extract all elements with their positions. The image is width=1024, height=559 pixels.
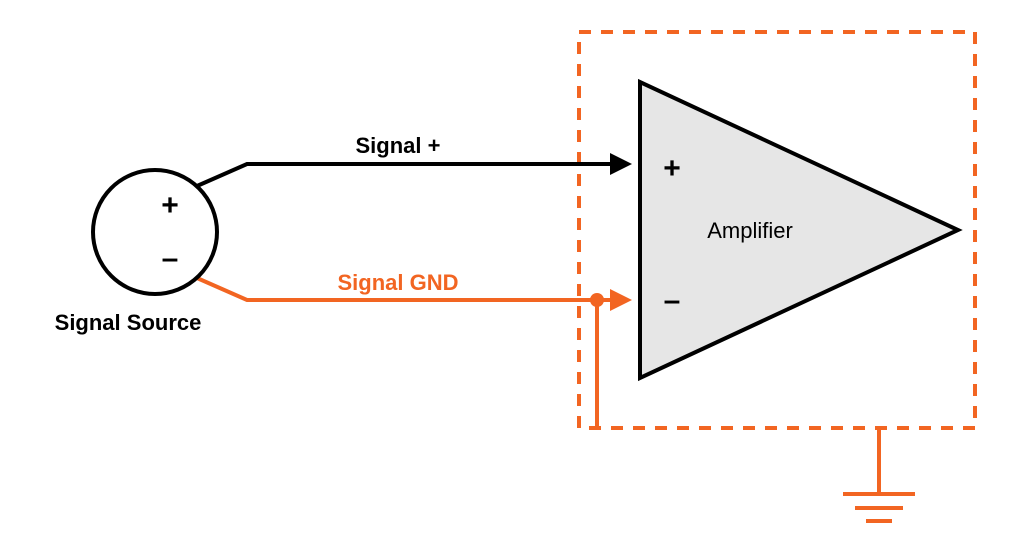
amplifier-triangle	[640, 82, 958, 378]
signal-source-circle	[93, 170, 217, 294]
source-minus-sign: –	[162, 242, 179, 275]
circuit-diagram: Amplifier + – + – Signal Source Signal +…	[0, 0, 1024, 559]
signal-plus-label: Signal +	[356, 133, 441, 158]
signal-source-label: Signal Source	[55, 310, 202, 335]
source-plus-sign: +	[161, 189, 179, 222]
signal-gnd-label: Signal GND	[337, 270, 458, 295]
amplifier-label: Amplifier	[707, 218, 793, 243]
ground-symbol	[843, 428, 915, 521]
amp-plus-sign: +	[663, 152, 681, 185]
amp-minus-sign: –	[664, 284, 681, 317]
